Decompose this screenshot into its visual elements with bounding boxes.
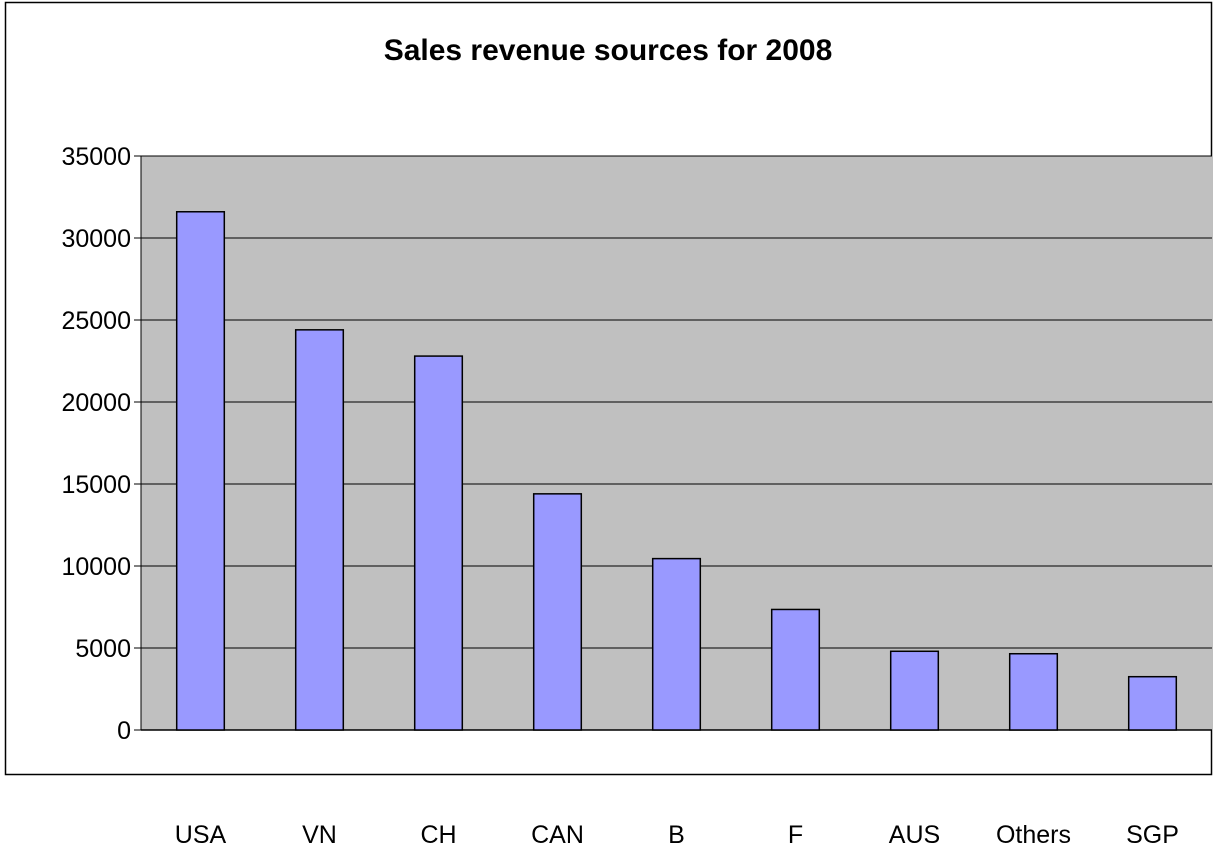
x-tick-label: SGP: [1126, 821, 1179, 849]
x-tick-label: VN: [302, 821, 337, 849]
y-tick-label: 15000: [61, 471, 131, 499]
bar-aus: [889, 650, 940, 731]
bar-sgp: [1127, 675, 1178, 731]
bars: [175, 211, 1178, 731]
x-tick-label: CH: [420, 821, 456, 849]
y-tick-label: 20000: [61, 389, 131, 417]
y-tick-label: 35000: [61, 143, 131, 171]
bar-vn: [294, 329, 345, 731]
x-axis: USA VN CH CAN B F AUS Others SGP: [175, 821, 1179, 849]
x-tick-label: F: [788, 821, 803, 849]
y-tick-label: 30000: [61, 225, 131, 253]
x-tick-label: USA: [175, 821, 227, 849]
y-tick-label: 0: [117, 717, 131, 745]
x-tick-label: CAN: [531, 821, 584, 849]
bar-can: [532, 493, 583, 731]
chart-title: Sales revenue sources for 2008: [384, 34, 833, 67]
bar-usa: [175, 211, 226, 731]
y-tick-label: 10000: [61, 553, 131, 581]
bar-ch: [413, 355, 464, 731]
bar-others: [1008, 652, 1059, 731]
x-tick-label: B: [668, 821, 685, 849]
y-tick-label: 5000: [75, 635, 131, 663]
x-tick-label: AUS: [889, 821, 940, 849]
bar-b: [651, 557, 702, 731]
bar-f: [770, 608, 821, 731]
y-tick-label: 25000: [61, 307, 131, 335]
x-tick-label: Others: [996, 821, 1071, 849]
